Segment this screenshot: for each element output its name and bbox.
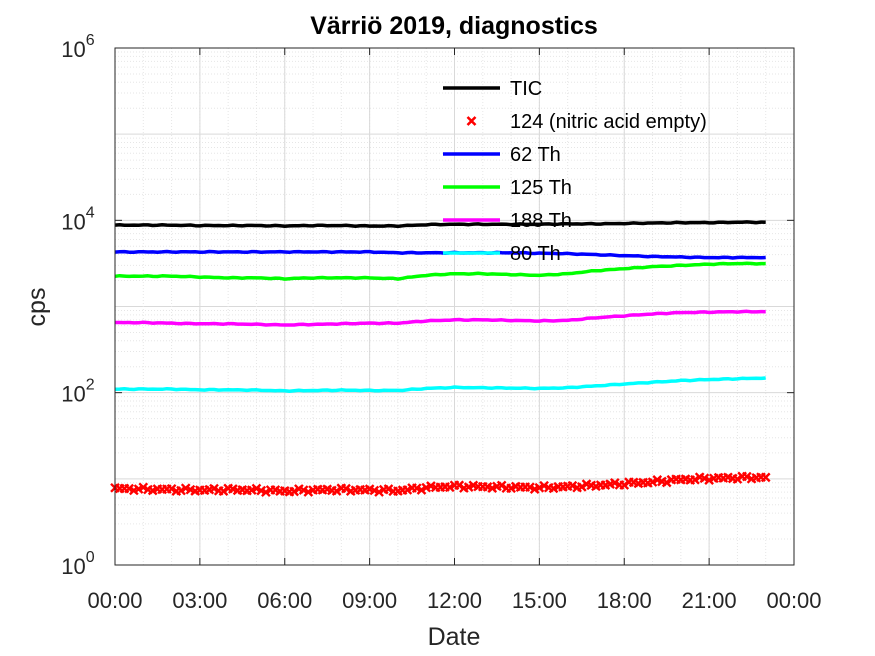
legend-label: 188 Th (510, 210, 572, 232)
x-tick-label: 09:00 (342, 588, 397, 613)
x-tick-labels: 00:00 03:00 06:00 09:00 12:00 15:00 18:00 21:00… (87, 588, 821, 613)
chart-title: Värriö 2019, diagnostics (310, 12, 598, 40)
data-point (496, 480, 507, 491)
legend-label: 124 (nitric acid empty) (510, 111, 707, 133)
data-point (661, 477, 672, 488)
legend-label: TIC (510, 78, 542, 100)
x-tick-label: 15:00 (512, 588, 567, 613)
data-point (760, 472, 771, 483)
legend-item: 80 Th (443, 243, 561, 265)
x-tick-label: 21:00 (682, 588, 737, 613)
data-point (576, 481, 587, 492)
series-188 (115, 309, 766, 327)
x-tick-label: 00:00 (87, 588, 142, 613)
series-62 (114, 249, 766, 260)
legend-item: 125 Th (443, 177, 572, 199)
series-line (114, 249, 766, 260)
legend-item: TIC (443, 78, 542, 100)
x-tick-label: 06:00 (257, 588, 312, 613)
legend-item: 62 Th (443, 144, 561, 166)
y-axis-label: cps (23, 288, 51, 327)
data-point (331, 486, 342, 496)
series-line (114, 376, 766, 393)
x-tick-label: 12:00 (427, 588, 482, 613)
legend: TIC 124 (nitric acid empty) 62 Th 125 Th 188… (443, 78, 707, 265)
data-point (732, 474, 743, 484)
series-124 (110, 471, 771, 498)
x-tick-label: 00:00 (766, 588, 821, 613)
tick-marks (114, 47, 795, 566)
series-line (115, 309, 766, 327)
data-point (218, 486, 229, 496)
series-line (114, 220, 766, 229)
series-TIC (114, 220, 766, 229)
data-point (454, 480, 465, 491)
data-point (416, 485, 427, 495)
legend-item: 124 (nitric acid empty) (466, 111, 707, 133)
data-point (374, 487, 384, 497)
legend-marker (466, 116, 477, 126)
data-point (619, 480, 630, 490)
data-point (176, 485, 186, 496)
x-tick-label: 18:00 (597, 588, 652, 613)
legend-label: 80 Th (510, 243, 561, 265)
data-point (341, 483, 351, 494)
series-125 (114, 261, 766, 281)
data-point (690, 474, 700, 485)
x-tick-label: 03:00 (172, 588, 227, 613)
legend-label: 62 Th (510, 144, 561, 166)
series-line (114, 261, 766, 281)
legend-item: 188 Th (443, 210, 572, 232)
x-axis-label: Date (428, 623, 481, 651)
legend-label: 125 Th (510, 177, 572, 199)
data-point (289, 486, 300, 497)
series-layer (110, 220, 771, 498)
series-80 (114, 376, 766, 393)
